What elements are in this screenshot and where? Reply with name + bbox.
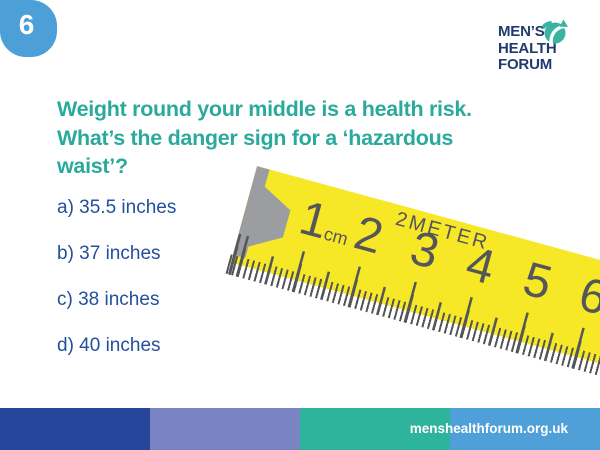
footer-block-purple bbox=[150, 408, 300, 450]
tape-number-5: 5 bbox=[517, 252, 558, 311]
tape-cm-label: cm bbox=[321, 223, 351, 250]
tape-number-6: 6 bbox=[573, 267, 600, 326]
tape-number-2: 2 bbox=[348, 206, 389, 265]
slide-number: 6 bbox=[18, 9, 35, 40]
question-line-3: waist’? bbox=[57, 154, 128, 178]
logo-line-mens: MEN’S bbox=[498, 23, 545, 40]
footer-block-light-blue bbox=[450, 408, 600, 450]
circular-arrows-icon bbox=[541, 19, 568, 45]
answer-list: a) 35.5 inches b) 37 inches c) 38 inches… bbox=[57, 198, 176, 382]
answer-option-a[interactable]: a) 35.5 inches bbox=[57, 197, 177, 218]
website-link[interactable]: menshealthforum.org.uk bbox=[409, 421, 568, 436]
slide-number-badge: 6 bbox=[0, 0, 57, 57]
answer-option-b[interactable]: b) 37 inches bbox=[57, 243, 161, 264]
footer-block-teal bbox=[300, 408, 450, 450]
question-line-1: Weight round your middle is a health ris… bbox=[57, 97, 472, 121]
question-line-2: What’s the danger sign for a ‘hazardous bbox=[57, 125, 454, 150]
tape-measure-graphic: 2METER 1cm 2 3 4 5 6 bbox=[225, 166, 600, 399]
answer-option-d[interactable]: d) 40 inches bbox=[57, 335, 161, 356]
footer-bar: menshealthforum.org.uk bbox=[0, 408, 600, 450]
mens-health-forum-logo: MEN’S HEALTH FORUM bbox=[498, 19, 568, 74]
logo-line-forum: FORUM bbox=[498, 56, 552, 73]
footer-block-dark-blue bbox=[0, 408, 150, 450]
logo-line-health: HEALTH bbox=[498, 39, 557, 57]
answer-option-c[interactable]: c) 38 inches bbox=[57, 289, 160, 310]
question-heading: Weight round your middle is a health ris… bbox=[57, 95, 472, 181]
